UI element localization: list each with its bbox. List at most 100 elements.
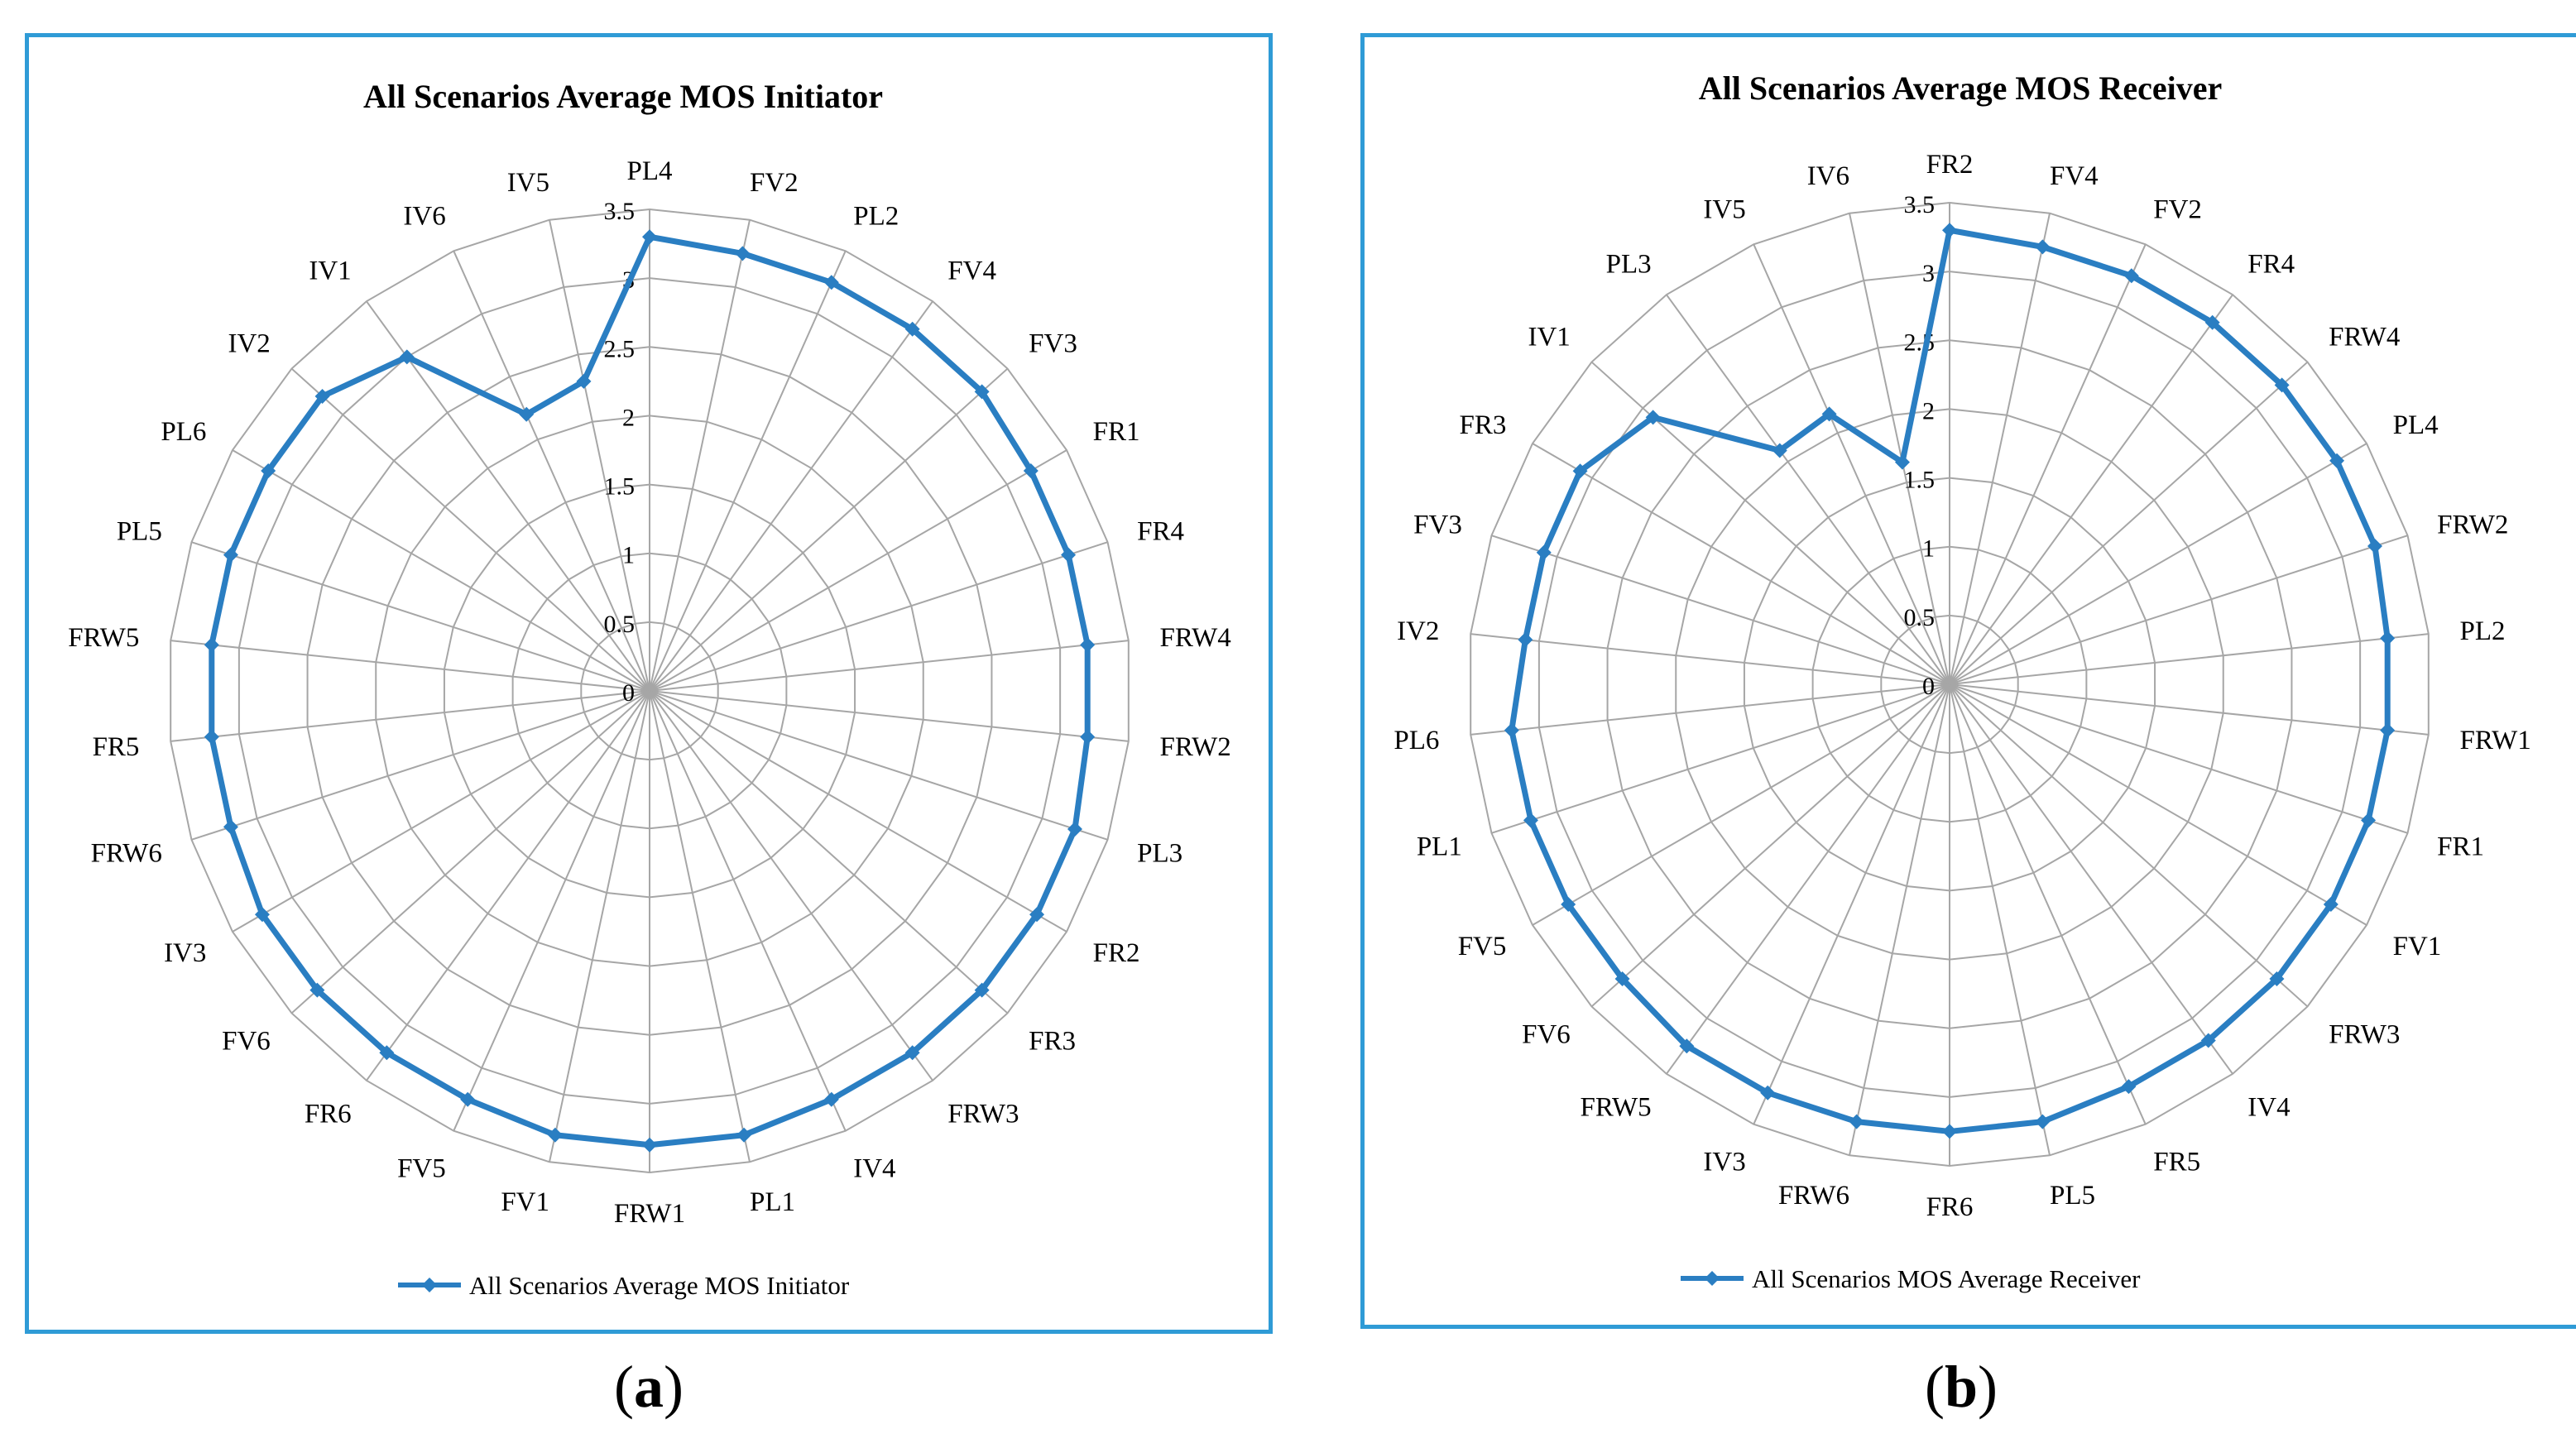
data-point xyxy=(823,1091,839,1107)
category-label: FRW4 xyxy=(2329,322,2400,352)
grid-spoke xyxy=(366,300,650,692)
tick-label: 2 xyxy=(1922,397,1935,424)
data-point xyxy=(1023,463,1039,478)
category-label: PL5 xyxy=(117,516,162,546)
category-label: FR6 xyxy=(1926,1192,1974,1222)
data-point xyxy=(2380,631,2396,646)
radar-chart-initiator: All Scenarios Average MOS Initiator 0 0.5 1… xyxy=(68,78,1231,1300)
category-label: FRW6 xyxy=(1778,1181,1849,1211)
data-point xyxy=(2204,314,2220,330)
grid-spoke xyxy=(170,690,650,742)
tick-label: 1.5 xyxy=(1904,467,1936,494)
grid-spoke xyxy=(453,690,650,1132)
data-point xyxy=(974,384,990,400)
category-label: FR2 xyxy=(1926,150,1974,180)
category-label: FRW1 xyxy=(2460,726,2531,755)
grid-spoke xyxy=(232,449,650,692)
data-point xyxy=(204,637,219,653)
category-label: FV3 xyxy=(1029,328,1077,358)
grid-spoke xyxy=(649,449,1067,692)
data-point xyxy=(1821,406,1837,422)
data-point xyxy=(1061,547,1077,563)
category-label: IV2 xyxy=(1397,616,1439,646)
grid-spoke xyxy=(1949,633,2429,685)
tick-label: 1.5 xyxy=(604,473,636,501)
grid-spoke xyxy=(649,690,751,1163)
grid-spoke xyxy=(1590,683,1950,1008)
grid-spoke xyxy=(1666,294,1950,685)
data-point xyxy=(547,1127,563,1143)
data-point xyxy=(1536,544,1552,560)
category-label: IV4 xyxy=(2247,1093,2290,1123)
category-label: FV5 xyxy=(1458,932,1507,961)
caption-a: (a) xyxy=(614,1354,684,1420)
category-label: FR6 xyxy=(305,1100,352,1129)
data-point xyxy=(1080,729,1096,745)
grid-spoke xyxy=(1949,443,2367,685)
grid-spoke xyxy=(1491,683,1950,834)
category-label: FR2 xyxy=(1093,938,1140,968)
grid-spoke xyxy=(1491,535,1950,685)
data-point xyxy=(2380,722,2396,738)
data-point xyxy=(261,463,276,478)
category-label: FRW5 xyxy=(68,623,139,653)
tick-label: 0 xyxy=(622,679,635,707)
category-label: FV2 xyxy=(750,168,799,198)
category-label: FR4 xyxy=(2247,249,2295,279)
category-label: PL1 xyxy=(1417,832,1462,862)
legend-label: All Scenarios MOS Average Receiver xyxy=(1752,1264,2141,1293)
category-label: IV4 xyxy=(853,1154,895,1184)
data-point xyxy=(974,982,990,998)
grid-spoke xyxy=(649,300,933,692)
grid-spoke xyxy=(1532,443,1950,685)
data-point xyxy=(2269,971,2285,987)
legend: All Scenarios Average MOS Initiator xyxy=(398,1271,850,1300)
data-point xyxy=(642,229,657,245)
data-point xyxy=(2035,239,2051,255)
category-label: IV3 xyxy=(164,938,206,968)
grid-spoke xyxy=(649,640,1129,692)
category-label: FR1 xyxy=(2437,832,2484,862)
data-point xyxy=(519,406,535,422)
data-point xyxy=(223,547,238,563)
category-label: IV5 xyxy=(507,168,549,198)
radar-grid xyxy=(1470,201,2430,1168)
category-label: PL6 xyxy=(161,417,206,447)
grid-spoke xyxy=(549,219,650,692)
data-point xyxy=(904,321,920,337)
grid-spoke xyxy=(1949,294,2233,685)
tick-label: 2 xyxy=(622,404,635,431)
grid-spoke xyxy=(649,541,1108,692)
category-label: PL2 xyxy=(2460,616,2506,646)
data-point xyxy=(576,373,592,389)
legend-label: All Scenarios Average MOS Initiator xyxy=(469,1271,850,1300)
data-point xyxy=(1614,971,1630,987)
data-point xyxy=(2367,538,2382,554)
data-point xyxy=(204,729,219,745)
grid-spoke xyxy=(1753,683,1950,1125)
grid-spoke xyxy=(1849,213,1950,685)
tick-label: 2.5 xyxy=(604,335,636,362)
grid-spoke xyxy=(1949,683,2309,1008)
data-point xyxy=(1894,454,1910,470)
grid-spoke xyxy=(1590,361,1950,685)
category-label: FV6 xyxy=(1522,1020,1571,1050)
data-point xyxy=(2035,1114,2051,1129)
data-point xyxy=(1942,1124,1957,1139)
legend-marker xyxy=(1705,1271,1720,1286)
grid-spoke xyxy=(1470,633,1950,685)
category-label: IV6 xyxy=(403,201,445,231)
chart-title: All Scenarios Average MOS Initiator xyxy=(363,78,883,115)
grid-spoke xyxy=(649,690,1067,933)
category-label: PL3 xyxy=(1606,249,1652,279)
grid-spoke xyxy=(366,690,650,1081)
legend: All Scenarios MOS Average Receiver xyxy=(1681,1264,2141,1293)
grid-spoke xyxy=(649,690,847,1132)
data-point xyxy=(735,246,751,261)
caption-b-label: b xyxy=(1944,1354,1979,1420)
category-label: FRW2 xyxy=(1160,732,1231,762)
category-label: FV1 xyxy=(2393,932,2442,961)
grid-spoke xyxy=(290,690,650,1014)
grid-spoke xyxy=(191,690,650,841)
grid-spoke xyxy=(170,640,650,692)
